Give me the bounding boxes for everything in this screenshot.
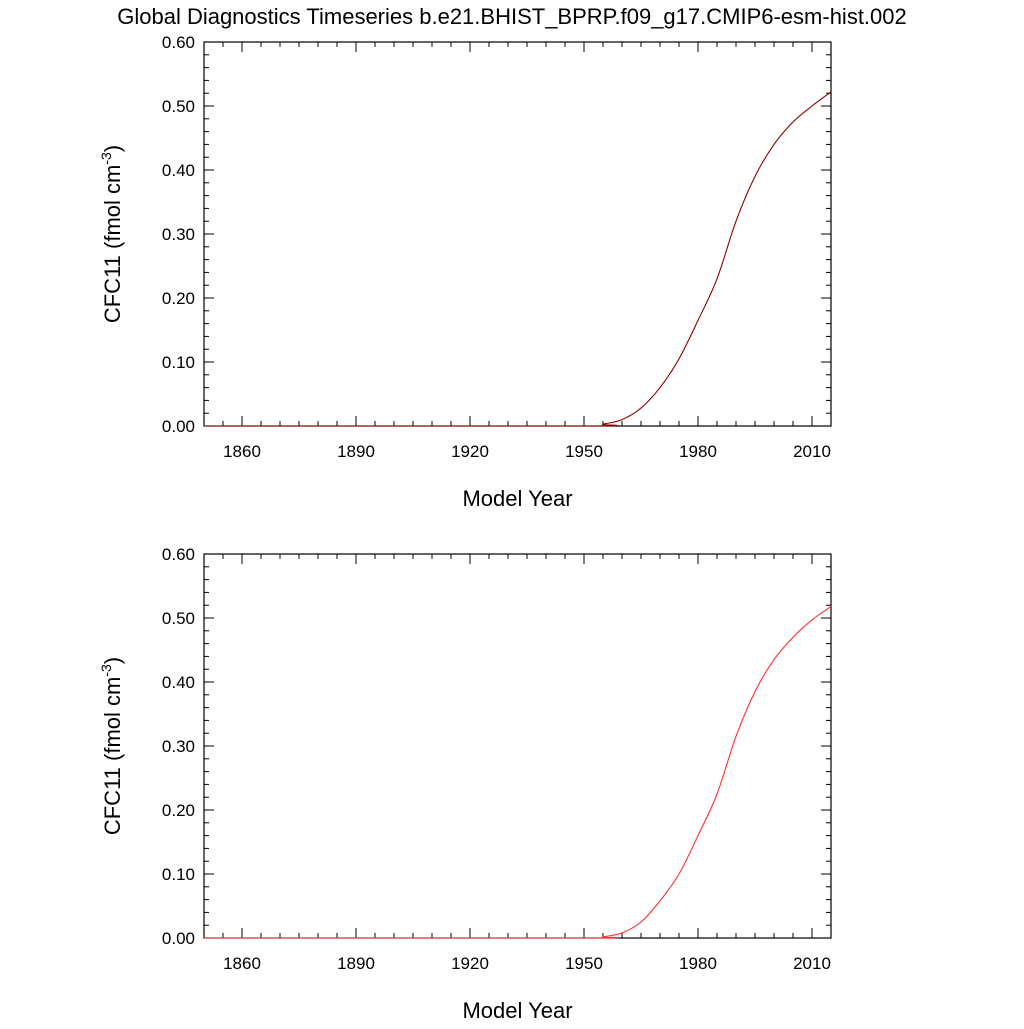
bottom-y-axis-title-suffix: ) <box>100 657 125 664</box>
bottom-y-tick-label: 0.00 <box>162 929 195 948</box>
top-y-axis-title-main: CFC11 (fmol cm <box>100 165 125 324</box>
bottom-y-tick-label: 0.20 <box>162 801 195 820</box>
bottom-series-line-0 <box>204 606 832 939</box>
bottom-plot-frame <box>203 553 832 939</box>
top-y-axis-title-superscript: -3 <box>98 152 114 165</box>
top-y-tick-label: 0.40 <box>162 161 195 180</box>
bottom-x-tick-label: 1950 <box>565 954 603 973</box>
top-x-tick-label: 1980 <box>679 442 717 461</box>
top-panel: 1860 1890 1920 1950 1980 2010 0.00 0.10 0.20 0.30… <box>98 33 832 511</box>
top-y-tick-label: 0.60 <box>162 33 195 52</box>
bottom-y-axis-title-superscript: -3 <box>98 664 114 677</box>
bottom-x-tick-label: 1920 <box>451 954 489 973</box>
top-y-axis-title: CFC11 (fmol cm-3) <box>98 145 125 323</box>
top-y-tick-label: 0.20 <box>162 289 195 308</box>
bottom-x-tick-label: 1980 <box>679 954 717 973</box>
top-x-tick-label: 1920 <box>451 442 489 461</box>
top-y-tick-label: 0.50 <box>162 97 195 116</box>
bottom-x-axis-title: Model Year <box>462 998 572 1023</box>
bottom-y-tick-label: 0.30 <box>162 737 195 756</box>
bottom-y-tick-label: 0.10 <box>162 865 195 884</box>
top-x-tick-label: 1860 <box>223 442 261 461</box>
bottom-x-tick-label: 2010 <box>793 954 831 973</box>
bottom-y-tick-label: 0.50 <box>162 609 195 628</box>
top-y-axis-title-suffix: ) <box>100 145 125 152</box>
top-y-tick-label: 0.10 <box>162 353 195 372</box>
bottom-y-tick-label: 0.40 <box>162 673 195 692</box>
bottom-y-tick-label: 0.60 <box>162 545 195 564</box>
bottom-y-axis-title-main: CFC11 (fmol cm <box>100 677 125 836</box>
chart-title: Global Diagnostics Timeseries b.e21.BHIS… <box>117 4 907 29</box>
top-x-tick-label: 2010 <box>793 442 831 461</box>
top-y-tick-label: 0.00 <box>162 417 195 436</box>
top-series-line-0 <box>204 91 832 427</box>
bottom-x-tick-label: 1890 <box>337 954 375 973</box>
bottom-panel: 1860 1890 1920 1950 1980 2010 0.00 0.10 0.20 0.30… <box>98 545 832 1023</box>
bottom-y-axis-title: CFC11 (fmol cm-3) <box>98 657 125 835</box>
top-plot-frame <box>203 41 832 427</box>
top-y-tick-label: 0.30 <box>162 225 195 244</box>
top-x-tick-label: 1890 <box>337 442 375 461</box>
top-x-axis-title: Model Year <box>462 486 572 511</box>
top-x-tick-label: 1950 <box>565 442 603 461</box>
bottom-x-tick-label: 1860 <box>223 954 261 973</box>
